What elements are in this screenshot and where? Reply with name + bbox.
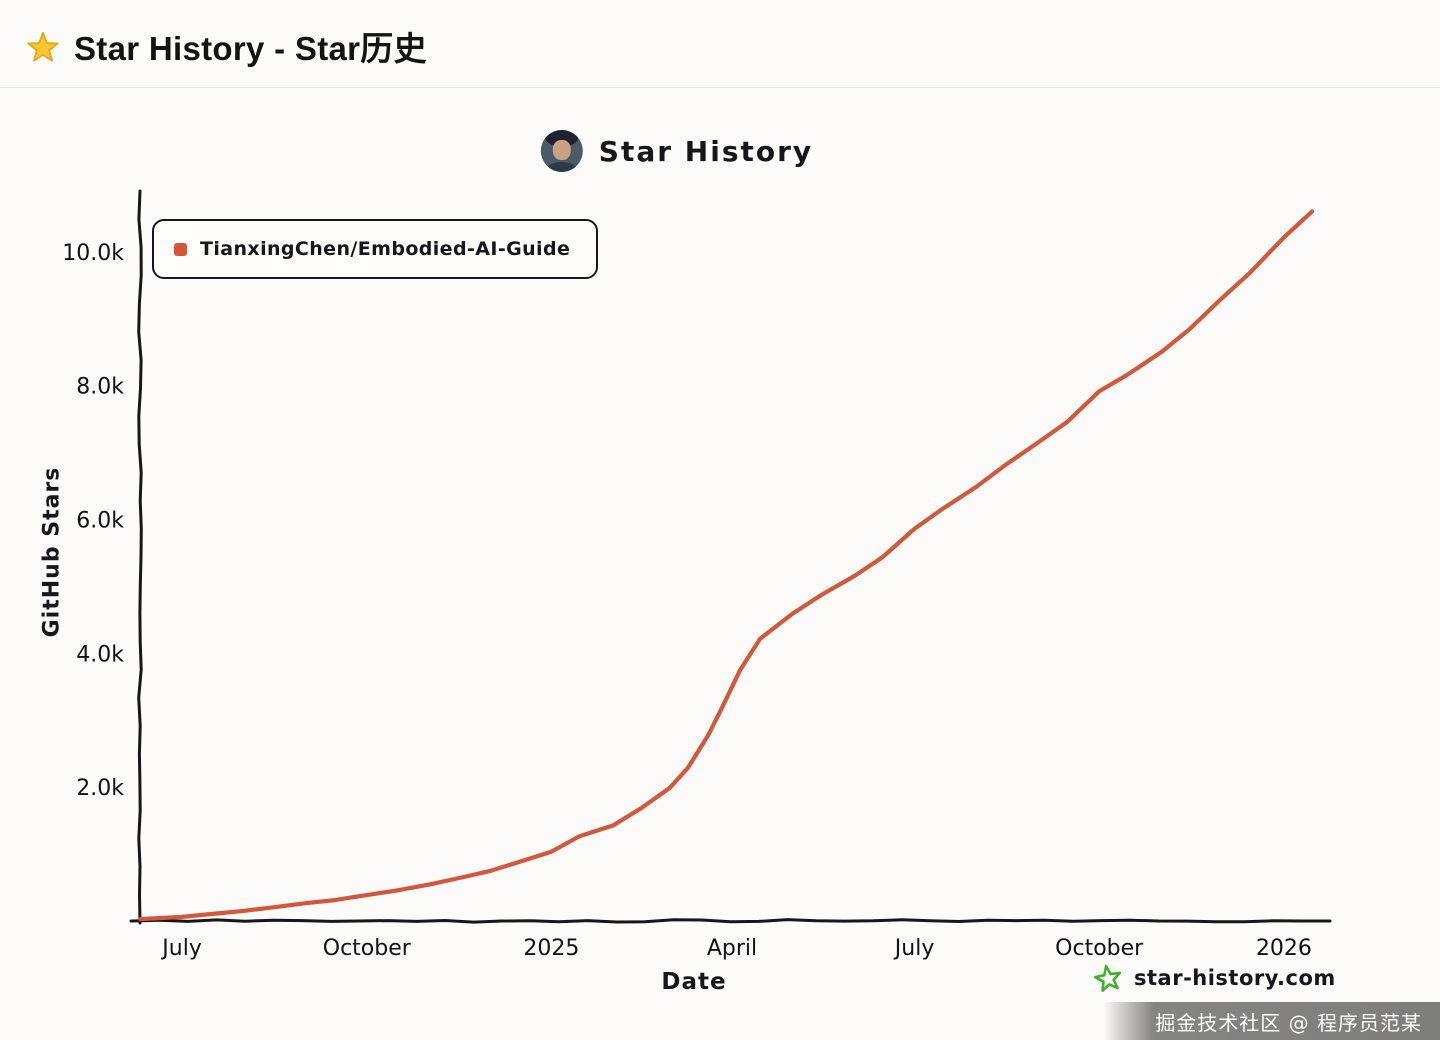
legend-marker	[174, 242, 187, 256]
svg-text:8.0k: 8.0k	[76, 375, 124, 400]
watermark: 掘金技术社区 @ 程序员范某	[1103, 1002, 1440, 1040]
page-header: Star History - Star历史	[24, 22, 427, 70]
svg-text:October: October	[1055, 936, 1144, 961]
legend-label: TianxingChen/Embodied-AI-Guide	[200, 238, 571, 260]
site-logo-link[interactable]: star-history.com	[1092, 962, 1336, 993]
star-history-star-icon	[1094, 964, 1122, 992]
y-axis-title: GitHub Stars	[39, 466, 65, 638]
svg-text:4.0k: 4.0k	[76, 642, 124, 667]
svg-text:2025: 2025	[523, 936, 579, 961]
svg-text:6.0k: 6.0k	[76, 509, 124, 534]
legend-box: TianxingChen/Embodied-AI-Guide	[152, 219, 599, 279]
avatar	[540, 130, 583, 172]
chart-title-text: Star History	[598, 134, 814, 168]
avatar-face	[552, 140, 571, 160]
svg-text:July: July	[160, 936, 202, 961]
chart-title: Star History	[540, 130, 814, 172]
watermark-text: 掘金技术社区 @ 程序员范某	[1155, 1010, 1422, 1035]
star-emoji-icon	[27, 31, 59, 62]
page-title: Star History - Star历史	[74, 30, 427, 67]
site-logo-text: star-history.com	[1134, 965, 1336, 990]
svg-text:April: April	[707, 936, 757, 961]
svg-text:2026: 2026	[1256, 936, 1312, 961]
avatar-body	[545, 162, 578, 172]
avatar-hair	[544, 130, 579, 147]
svg-text:October: October	[323, 936, 412, 961]
x-axis-title: Date	[661, 969, 727, 995]
header-divider	[0, 87, 1440, 88]
svg-text:July: July	[893, 936, 935, 961]
svg-text:10.0k: 10.0k	[62, 241, 124, 266]
svg-text:2.0k: 2.0k	[76, 776, 124, 801]
